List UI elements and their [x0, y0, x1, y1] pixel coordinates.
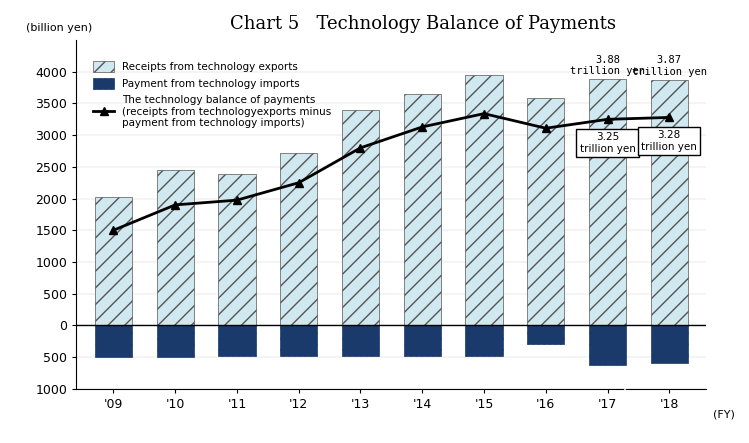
Bar: [404, 325, 440, 356]
Bar: [527, 98, 564, 325]
Text: 3.28
trillion yen: 3.28 trillion yen: [641, 130, 697, 152]
Bar: [280, 153, 318, 325]
Bar: [404, 94, 440, 325]
Text: 3.87
trillion yen: 3.87 trillion yen: [631, 55, 707, 77]
Bar: [342, 110, 379, 325]
Text: 3.25
trillion yen: 3.25 trillion yen: [580, 132, 635, 154]
Bar: [157, 170, 194, 325]
Bar: [280, 325, 318, 356]
Text: 3.88
trillion yen: 3.88 trillion yen: [570, 54, 645, 76]
Bar: [465, 325, 503, 356]
Bar: [527, 325, 564, 344]
Bar: [342, 325, 379, 356]
Text: (billion yen): (billion yen): [26, 23, 92, 33]
Bar: [651, 80, 688, 325]
Bar: [95, 197, 132, 325]
Bar: [95, 325, 132, 357]
Bar: [219, 175, 255, 325]
Text: (FY): (FY): [712, 410, 735, 420]
Title: Chart 5   Technology Balance of Payments: Chart 5 Technology Balance of Payments: [230, 15, 616, 33]
Bar: [589, 325, 626, 365]
Bar: [465, 75, 503, 325]
Text: 591
billion yen: 591 billion yen: [635, 366, 703, 388]
Bar: [651, 325, 688, 363]
Text: 630
billion yen: 630 billion yen: [573, 369, 642, 390]
Legend: Receipts from technology exports, Payment from technology imports, The technolog: Receipts from technology exports, Paymen…: [88, 56, 337, 134]
Bar: [589, 79, 626, 325]
Bar: [157, 325, 194, 357]
Bar: [219, 325, 255, 356]
